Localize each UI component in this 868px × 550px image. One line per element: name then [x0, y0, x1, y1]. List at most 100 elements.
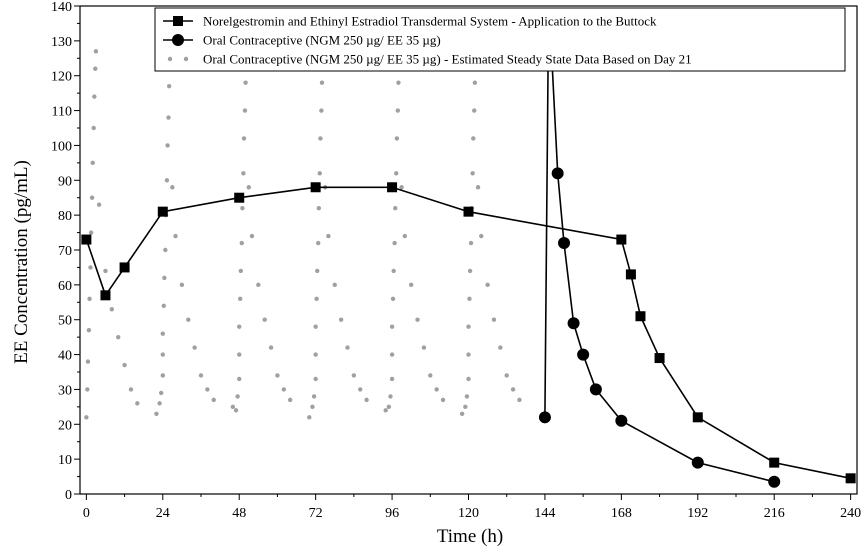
data-point-dot — [287, 397, 293, 403]
legend-entry-1: Norelgestromin and Ethinyl Estradiol Tra… — [163, 14, 657, 29]
data-point-dot — [128, 387, 134, 392]
data-point-square — [387, 182, 398, 193]
data-point-dot — [235, 394, 240, 399]
data-point-dot — [314, 296, 319, 301]
y-tick-label: 90 — [58, 174, 72, 189]
data-point-dot — [402, 233, 408, 239]
data-point-dot — [242, 108, 248, 113]
data-point-dot — [358, 387, 363, 392]
series-2 — [538, 41, 781, 488]
data-point-circle — [615, 414, 628, 427]
legend-label: Norelgestromin and Ethinyl Estradiol Tra… — [203, 14, 657, 29]
legend-entry-3: Oral Contraceptive (NGM 250 µg/ EE 35 µg… — [167, 52, 692, 67]
y-tick-label: 100 — [51, 139, 72, 154]
data-point-dot — [275, 373, 280, 378]
data-point-dot — [186, 317, 191, 322]
data-point-dot — [183, 56, 189, 62]
data-point-dot — [393, 205, 398, 211]
data-point-dot — [167, 56, 173, 62]
data-point-dot — [116, 334, 121, 340]
x-tick-label: 216 — [764, 506, 785, 521]
data-point-dot — [198, 373, 204, 378]
data-point-dot — [475, 185, 481, 190]
data-point-dot — [459, 411, 465, 417]
data-point-dot — [87, 296, 92, 301]
data-point-dot — [237, 376, 242, 382]
data-point-dot — [383, 408, 388, 413]
data-point-square — [100, 290, 111, 301]
data-point-dot — [91, 125, 96, 131]
data-point-dot — [88, 265, 93, 270]
data-point-square — [310, 182, 321, 193]
x-tick-label: 144 — [534, 506, 555, 521]
data-point-dot — [434, 387, 439, 392]
legend: Norelgestromin and Ethinyl Estradiol Tra… — [154, 7, 846, 72]
x-tick-label: 168 — [611, 506, 632, 521]
data-point-dot — [109, 307, 115, 312]
data-point-dot — [170, 185, 175, 190]
data-point-circle — [567, 317, 580, 330]
data-point-dot — [238, 268, 244, 274]
data-point-dot — [498, 345, 503, 350]
data-point-dot — [179, 282, 185, 288]
data-point-dot — [249, 233, 255, 239]
x-tick-label: 48 — [232, 506, 246, 521]
data-point-dot — [241, 171, 246, 176]
data-point-dot — [464, 394, 470, 399]
x-tick-label: 240 — [840, 506, 861, 521]
data-point-dot — [510, 387, 516, 392]
series-1 — [81, 182, 856, 484]
data-point-dot — [313, 352, 318, 357]
data-point-dot — [311, 394, 317, 399]
data-point-dot — [396, 80, 401, 85]
data-point-dot — [205, 387, 210, 392]
data-point-dot — [421, 345, 427, 350]
data-point-dot — [86, 327, 92, 333]
data-point-dot — [166, 115, 171, 120]
data-point-dot — [262, 317, 267, 322]
data-point-dot — [154, 411, 159, 417]
data-point-dot — [162, 275, 167, 281]
data-point-dot — [160, 352, 165, 357]
data-point-dot — [467, 268, 473, 274]
data-point-dot — [392, 240, 397, 246]
legend-label: Oral Contraceptive (NGM 250 µg/ EE 35 µg… — [203, 52, 692, 67]
data-point-dot — [256, 282, 261, 288]
data-point-circle — [558, 237, 571, 250]
data-point-dot — [243, 80, 248, 85]
y-tick-label: 20 — [58, 418, 72, 433]
data-point-dot — [485, 282, 490, 288]
series-layer — [81, 41, 856, 488]
data-point-dot — [173, 233, 178, 239]
y-tick-label: 10 — [58, 453, 72, 468]
data-point-dot — [281, 387, 287, 392]
data-point-dot — [395, 108, 401, 113]
data-point-dot — [165, 143, 170, 148]
data-point-dot — [240, 205, 245, 211]
x-tick-label: 96 — [385, 506, 399, 521]
data-point-dot — [338, 317, 344, 322]
data-point-dot — [157, 401, 162, 406]
data-point-circle — [538, 411, 551, 424]
data-point-dot — [90, 160, 95, 166]
data-point-circle — [691, 456, 704, 469]
data-point-dot — [428, 373, 433, 378]
data-point-dot — [332, 282, 337, 288]
data-point-dot — [237, 352, 242, 357]
data-point-dot — [319, 108, 324, 113]
data-point-dot — [472, 80, 478, 85]
y-tick-label: 0 — [65, 488, 72, 503]
data-point-dot — [211, 397, 216, 403]
data-point-dot — [237, 324, 242, 329]
data-point-dot — [466, 352, 471, 357]
data-point-dot — [466, 376, 471, 382]
data-point-dot — [389, 352, 395, 357]
data-point-dot — [351, 373, 357, 378]
data-point-dot — [84, 415, 89, 420]
y-tick-label: 60 — [58, 279, 72, 294]
data-point-dot — [159, 390, 164, 396]
data-point-dot — [317, 171, 322, 176]
data-point-dot — [241, 136, 247, 141]
data-point-dot — [93, 49, 99, 54]
